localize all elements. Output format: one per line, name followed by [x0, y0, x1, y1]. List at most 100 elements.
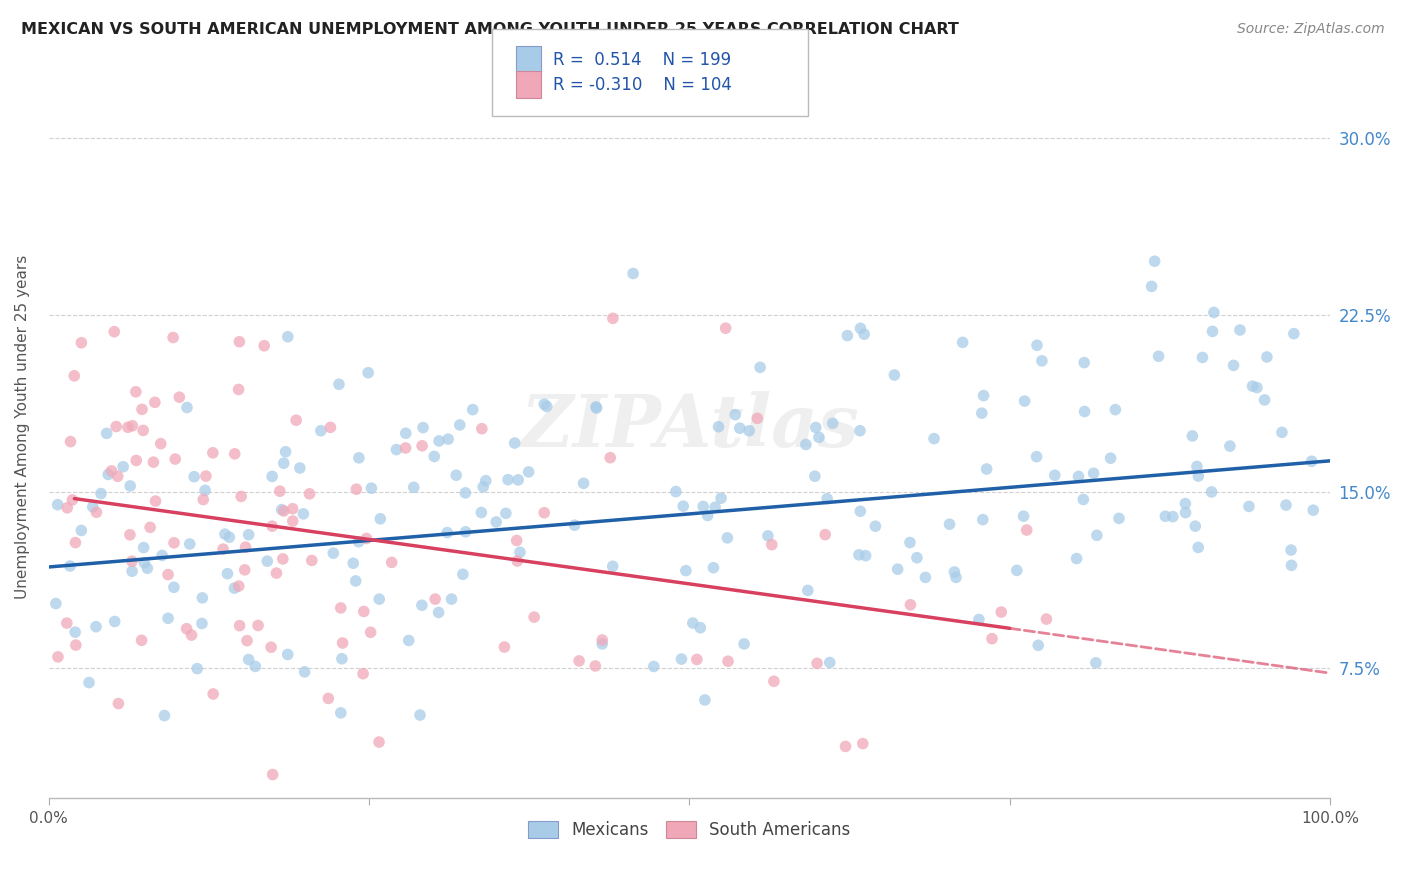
Point	[1026, 638, 1049, 652]
Point	[1201, 484, 1223, 499]
Text: MEXICAN VS SOUTH AMERICAN UNEMPLOYMENT AMONG YOUTH UNDER 25 YEARS CORRELATION CH: MEXICAN VS SOUTH AMERICAN UNEMPLOYMENT A…	[21, 22, 959, 37]
Point	[1071, 492, 1094, 507]
Point	[1253, 392, 1275, 407]
Point	[710, 491, 733, 506]
Point	[262, 519, 284, 533]
Point	[169, 390, 191, 404]
Point	[224, 447, 246, 461]
Point	[125, 384, 148, 399]
Point	[233, 563, 256, 577]
Point	[191, 591, 214, 605]
Point	[411, 439, 433, 453]
Point	[1271, 425, 1294, 440]
Point	[103, 325, 125, 339]
Point	[294, 665, 316, 679]
Point	[120, 479, 142, 493]
Point	[281, 501, 304, 516]
Point	[262, 767, 284, 781]
Point	[1035, 612, 1057, 626]
Point	[883, 368, 905, 382]
Point	[118, 528, 141, 542]
Point	[153, 708, 176, 723]
Point	[121, 554, 143, 568]
Text: R = -0.310    N = 104: R = -0.310 N = 104	[553, 76, 731, 94]
Point	[990, 605, 1012, 619]
Point	[329, 706, 352, 720]
Point	[301, 553, 323, 567]
Point	[454, 486, 477, 500]
Point	[485, 515, 508, 529]
Point	[943, 565, 966, 579]
Point	[107, 469, 129, 483]
Point	[506, 554, 529, 568]
Point	[1154, 509, 1177, 524]
Point	[1201, 325, 1223, 339]
Point	[495, 506, 517, 520]
Legend: Mexicans, South Americans: Mexicans, South Americans	[522, 814, 858, 846]
Point	[427, 606, 450, 620]
Point	[693, 693, 716, 707]
Point	[807, 430, 830, 444]
Point	[228, 618, 250, 632]
Point	[1237, 500, 1260, 514]
Point	[806, 657, 828, 671]
Point	[163, 580, 186, 594]
Point	[330, 652, 353, 666]
Point	[277, 329, 299, 343]
Point	[738, 424, 761, 438]
Point	[409, 708, 432, 723]
Point	[149, 436, 172, 450]
Point	[494, 640, 516, 654]
Point	[104, 615, 127, 629]
Point	[319, 420, 342, 434]
Point	[496, 473, 519, 487]
Point	[1031, 354, 1053, 368]
Point	[65, 638, 87, 652]
Point	[728, 421, 751, 435]
Point	[266, 566, 288, 581]
Point	[1246, 381, 1268, 395]
Point	[368, 735, 391, 749]
Point	[59, 559, 82, 574]
Point	[385, 442, 408, 457]
Point	[981, 632, 1004, 646]
Point	[686, 652, 709, 666]
Point	[46, 498, 69, 512]
Point	[602, 311, 624, 326]
Point	[1222, 359, 1244, 373]
Point	[150, 549, 173, 563]
Point	[952, 335, 974, 350]
Point	[1084, 656, 1107, 670]
Point	[347, 450, 370, 465]
Point	[247, 618, 270, 632]
Point	[360, 481, 382, 495]
Point	[292, 507, 315, 521]
Point	[121, 564, 143, 578]
Point	[1073, 356, 1095, 370]
Point	[357, 366, 380, 380]
Point	[218, 530, 240, 544]
Point	[59, 434, 82, 449]
Point	[702, 560, 724, 574]
Point	[425, 592, 447, 607]
Point	[471, 422, 494, 436]
Point	[1015, 523, 1038, 537]
Point	[762, 674, 785, 689]
Point	[212, 542, 235, 557]
Point	[143, 395, 166, 409]
Point	[245, 659, 267, 673]
Point	[1012, 509, 1035, 524]
Point	[193, 492, 215, 507]
Point	[328, 377, 350, 392]
Point	[157, 567, 180, 582]
Point	[444, 468, 467, 483]
Point	[165, 452, 187, 467]
Point	[533, 397, 555, 411]
Point	[84, 620, 107, 634]
Point	[1085, 528, 1108, 542]
Point	[853, 327, 876, 342]
Point	[360, 625, 382, 640]
Point	[665, 484, 688, 499]
Point	[1014, 394, 1036, 409]
Point	[352, 666, 374, 681]
